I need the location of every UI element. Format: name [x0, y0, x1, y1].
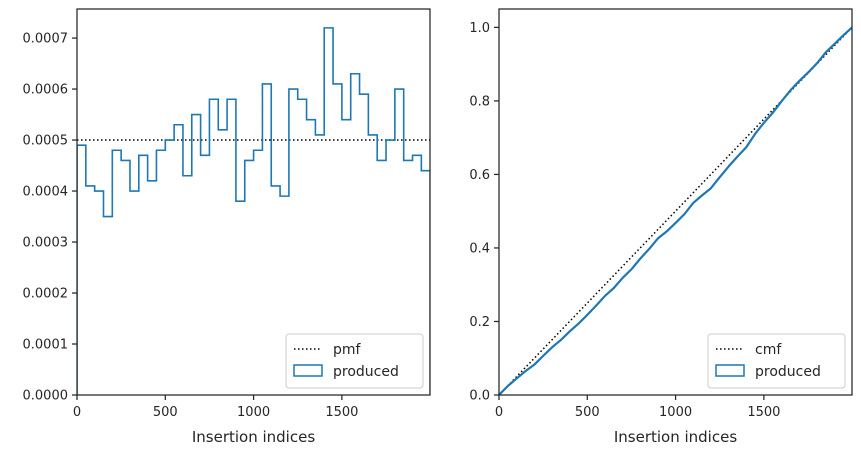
x-axis-ticks: 0 500 1000 1500 — [495, 395, 780, 420]
histogram-bin — [262, 84, 271, 395]
pmf-histogram-panel: 0.0000 0.0001 0.0002 0.0003 0.0004 0.0005 0.00… — [23, 8, 431, 446]
histogram-bin — [254, 150, 263, 395]
legend-box — [285, 333, 424, 389]
y-tick-label: 0.0000 — [23, 389, 69, 404]
histogram-bin — [148, 181, 157, 395]
histogram-bin — [271, 186, 280, 395]
histogram-bin — [201, 155, 210, 395]
y-tick-label: 0.0007 — [23, 32, 69, 47]
x-tick-label: 1000 — [237, 405, 270, 420]
y-tick-label: 0.8 — [469, 94, 490, 109]
legend-box — [707, 333, 846, 389]
x-tick-label: 500 — [153, 405, 178, 420]
legend-cmf-label: cmf — [755, 342, 782, 358]
y-axis-ticks: 0.0 0.2 0.4 0.6 0.8 1.0 — [469, 21, 499, 404]
x-axis-label: Insertion indices — [614, 428, 737, 446]
histogram-bin — [218, 130, 227, 395]
x-tick-label: 1500 — [747, 405, 780, 420]
y-tick-label: 0.0003 — [23, 236, 69, 251]
legend-produced-label: produced — [755, 364, 821, 380]
histogram-bin — [174, 125, 183, 395]
y-tick-label: 0.0005 — [23, 134, 69, 149]
cmf-panel: 0.0 0.2 0.4 0.6 0.8 1.0 0 500 1000 1500 Insertio… — [469, 8, 853, 446]
x-axis-label: Insertion indices — [192, 428, 315, 446]
histogram-bin — [192, 115, 201, 395]
histogram-bin — [183, 176, 192, 395]
produced-histogram-step — [77, 27, 430, 395]
x-tick-label: 1000 — [659, 405, 692, 420]
y-tick-label: 0.0001 — [23, 338, 69, 353]
plot-area — [499, 26, 852, 395]
histogram-bin — [209, 99, 218, 395]
legend-pmf-label: pmf — [333, 342, 362, 358]
y-axis-ticks: 0.0000 0.0001 0.0002 0.0003 0.0004 0.0005 0.00… — [23, 32, 77, 404]
y-tick-label: 0.0002 — [23, 287, 69, 302]
histogram-bin — [227, 99, 236, 395]
y-tick-label: 0.6 — [469, 168, 490, 183]
histogram-bin — [156, 150, 165, 395]
histogram-bin — [77, 145, 86, 395]
histogram-bin — [139, 155, 148, 395]
legend-produced-label: produced — [333, 364, 399, 380]
histogram-bin — [130, 191, 139, 395]
histogram-bin — [121, 160, 130, 395]
axes-frame — [76, 8, 431, 396]
y-tick-label: 0.0 — [469, 389, 490, 404]
x-tick-label: 0 — [495, 405, 503, 420]
histogram-bin — [165, 140, 174, 395]
plot-area — [77, 27, 430, 395]
y-tick-label: 0.0006 — [23, 83, 69, 98]
legend-produced-swatch — [715, 364, 745, 377]
x-axis-ticks: 0 500 1000 1500 — [73, 395, 358, 420]
legend: pmf produced — [285, 333, 424, 389]
axes-frame — [498, 8, 853, 396]
y-tick-label: 0.2 — [469, 315, 490, 330]
histogram-bin — [245, 160, 254, 395]
y-tick-label: 0.0004 — [23, 185, 69, 200]
x-tick-label: 1500 — [325, 405, 358, 420]
x-tick-label: 0 — [73, 405, 81, 420]
histogram-bin — [112, 150, 121, 395]
histogram-bin — [95, 191, 104, 395]
histogram-bin — [236, 201, 245, 395]
histogram-bin — [103, 217, 112, 395]
y-tick-label: 0.4 — [469, 241, 490, 256]
legend-produced-swatch — [293, 364, 323, 377]
x-tick-label: 500 — [575, 405, 600, 420]
legend: cmf produced — [707, 333, 846, 389]
histogram-bin — [86, 186, 95, 395]
y-tick-label: 1.0 — [469, 21, 490, 36]
